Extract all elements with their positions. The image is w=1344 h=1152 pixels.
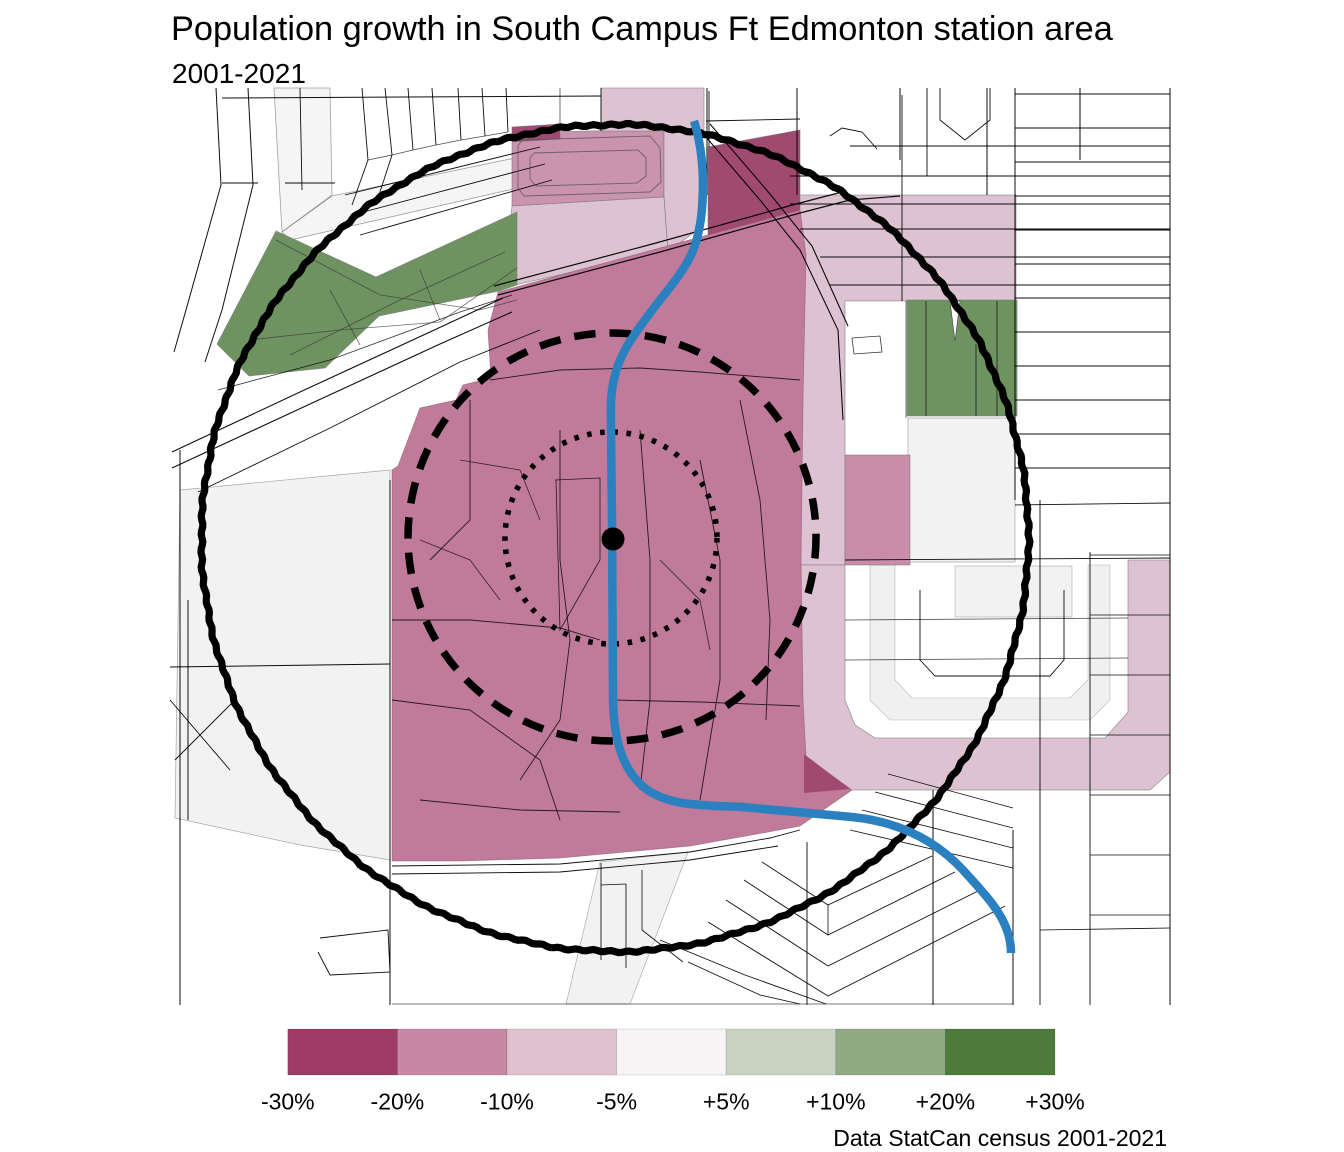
svg-text:2001-2021: 2001-2021 — [172, 58, 306, 89]
svg-text:+5%: +5% — [703, 1089, 750, 1115]
svg-text:+20%: +20% — [916, 1089, 975, 1115]
svg-text:-20%: -20% — [371, 1089, 425, 1115]
svg-text:Data StatCan census 2001-2021: Data StatCan census 2001-2021 — [833, 1125, 1167, 1151]
svg-text:-30%: -30% — [261, 1089, 315, 1115]
svg-text:-5%: -5% — [596, 1089, 637, 1115]
svg-text:Population growth in South Cam: Population growth in South Campus Ft Edm… — [171, 10, 1114, 48]
svg-text:-10%: -10% — [480, 1089, 534, 1115]
svg-text:+10%: +10% — [806, 1089, 865, 1115]
svg-text:+30%: +30% — [1025, 1089, 1084, 1115]
